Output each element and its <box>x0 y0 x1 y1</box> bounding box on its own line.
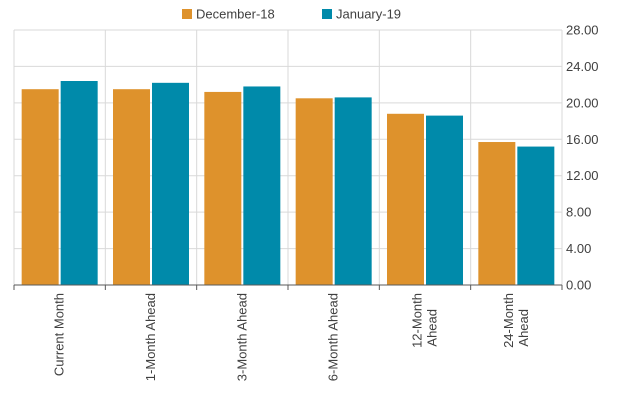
bar <box>478 142 516 285</box>
bar <box>426 115 463 285</box>
x-tick-label: 1-Month Ahead <box>143 293 158 381</box>
axes <box>13 284 563 290</box>
legend-label-december: December-18 <box>196 7 275 22</box>
bar <box>152 82 189 285</box>
bar <box>387 113 424 286</box>
legend-swatch-december <box>182 9 192 19</box>
bar <box>204 91 242 285</box>
bar <box>113 89 150 285</box>
y-tick-label: 0.00 <box>566 278 591 293</box>
y-tick-label: 12.00 <box>566 168 599 183</box>
bar <box>21 89 59 285</box>
bar <box>243 86 281 285</box>
x-tick-label: Current Month <box>52 293 67 376</box>
x-axis-ticks: Current Month 1-Month Ahead 3-Month Ahead 6… <box>52 293 531 381</box>
x-tick-label: 12-MonthAhead <box>410 293 440 348</box>
bar <box>517 146 555 285</box>
bar <box>334 97 372 286</box>
y-tick-label: 8.00 <box>566 205 591 220</box>
y-tick-label: 24.00 <box>566 59 599 74</box>
y-axis-ticks: 0.00 4.00 8.00 12.00 16.00 20.00 24.00 28.00 <box>566 23 599 293</box>
x-tick-label: 3-Month Ahead <box>234 293 249 381</box>
legend-swatch-january <box>322 9 332 19</box>
y-tick-label: 16.00 <box>566 132 599 147</box>
x-tick-label: 6-Month Ahead <box>326 293 341 381</box>
x-tick-label: 24-MonthAhead <box>501 293 531 348</box>
y-tick-label: 20.00 <box>566 95 599 110</box>
gridlines <box>13 29 563 285</box>
y-tick-label: 4.00 <box>566 241 591 256</box>
legend-label-january: January-19 <box>336 7 401 22</box>
legend: December-18 January-19 <box>182 7 401 22</box>
bar <box>60 81 98 285</box>
bar <box>295 98 333 285</box>
y-tick-label: 28.00 <box>566 23 599 38</box>
bars <box>21 81 555 286</box>
